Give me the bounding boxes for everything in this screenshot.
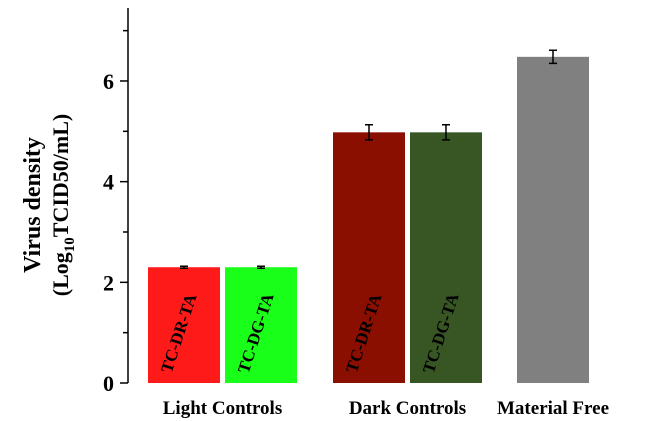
error-bar (549, 49, 557, 65)
y-axis-label: Virus density (20, 137, 46, 273)
bar (517, 56, 589, 384)
y-axis-label-sub: 10 (62, 237, 78, 252)
error-bar (180, 265, 188, 269)
y-axis-label-part: TCID50/mL) (48, 114, 73, 237)
error-bar (442, 124, 450, 141)
x-tick-label: Dark Controls (349, 398, 466, 419)
y-axis-label: (Log10TCID50/mL) (48, 114, 78, 296)
x-tick-label: Light Controls (163, 398, 282, 419)
error-bar (257, 265, 265, 269)
y-tick-label: 4 (103, 170, 114, 195)
y-tick-label: 2 (103, 270, 114, 295)
bar (148, 267, 220, 383)
bar (333, 132, 405, 383)
bar (410, 132, 482, 383)
y-tick-label: 0 (103, 371, 114, 396)
y-axis-label-part: (Log (48, 252, 73, 296)
error-bar (365, 124, 373, 141)
bar (225, 267, 297, 383)
y-tick-label: 6 (103, 69, 114, 94)
x-tick-label: Material Free (497, 398, 609, 419)
